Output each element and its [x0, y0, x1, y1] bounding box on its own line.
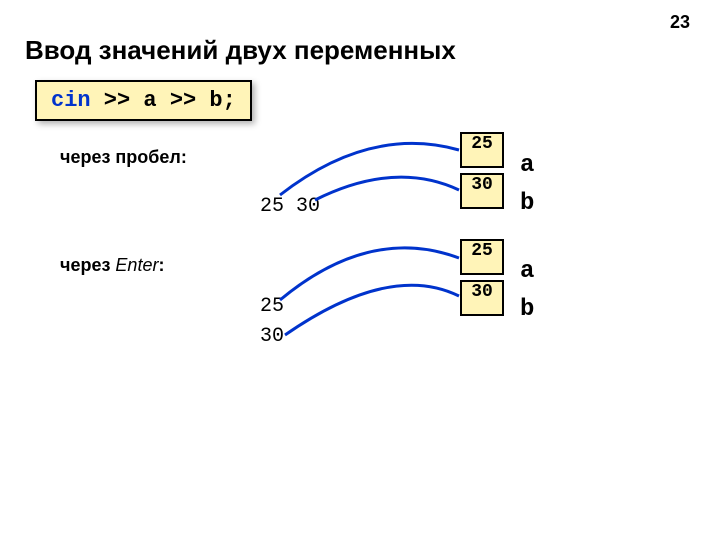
label-enter-suffix: : [158, 255, 164, 275]
code-snippet: cin >> a >> b; [35, 80, 252, 121]
value-box-b2: 30 [460, 280, 504, 316]
var-a2: a [520, 258, 534, 285]
label-via-enter: через Enter: [60, 255, 164, 276]
input-space-line: 25 30 [260, 195, 320, 218]
value-box-b1: 30 [460, 173, 504, 209]
arc-2a [280, 248, 459, 300]
label-via-space: через пробел: [60, 147, 187, 168]
var-a1: a [520, 152, 534, 179]
arc-1a [280, 143, 459, 195]
slide-title: Ввод значений двух переменных [25, 35, 456, 66]
code-keyword: cin [51, 88, 91, 113]
arc-1b [315, 177, 459, 200]
label-enter-italic: Enter [115, 255, 158, 275]
code-rest: >> a >> b; [91, 88, 236, 113]
page-number: 23 [670, 12, 690, 33]
var-b2: b [520, 296, 534, 323]
input-enter-line2: 30 [260, 325, 284, 348]
value-box-a1: 25 [460, 132, 504, 168]
arc-2b [285, 285, 459, 335]
value-box-a2: 25 [460, 239, 504, 275]
input-enter-line1: 25 [260, 295, 284, 318]
label-enter-prefix: через [60, 255, 115, 275]
var-b1: b [520, 190, 534, 217]
